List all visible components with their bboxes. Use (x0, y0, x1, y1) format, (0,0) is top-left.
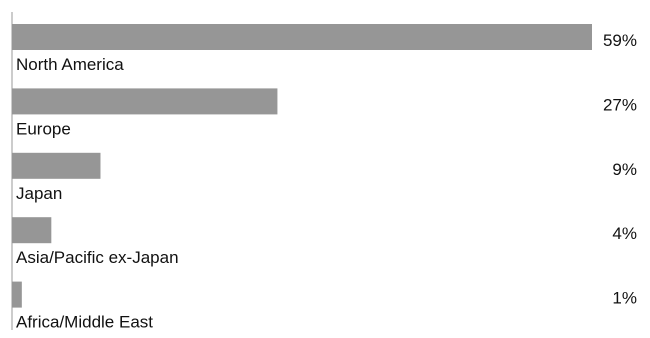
category-label-europe: Europe (16, 119, 71, 138)
value-label-japan: 9% (612, 160, 637, 179)
bars-group (12, 24, 592, 308)
category-label-japan: Japan (16, 184, 62, 203)
value-label-africa-middle-east: 1% (612, 289, 637, 308)
bar-africa-middle-east (12, 281, 22, 308)
bar-north-america (12, 24, 592, 50)
bar-japan (12, 152, 101, 179)
value-label-asia-pacific-ex-japan: 4% (612, 224, 637, 243)
category-label-north-america: North America (16, 55, 124, 74)
category-label-asia-pacific-ex-japan: Asia/Pacific ex-Japan (16, 248, 179, 267)
bar-asia-pacific-ex-japan (12, 217, 52, 244)
value-label-north-america: 59% (603, 31, 637, 50)
value-label-europe: 27% (603, 95, 637, 114)
bar-europe (12, 88, 278, 115)
category-label-africa-middle-east: Africa/Middle East (16, 313, 153, 332)
labels-group: North America 59% Europe 27% Japan 9% Asia/Pac… (16, 31, 637, 332)
